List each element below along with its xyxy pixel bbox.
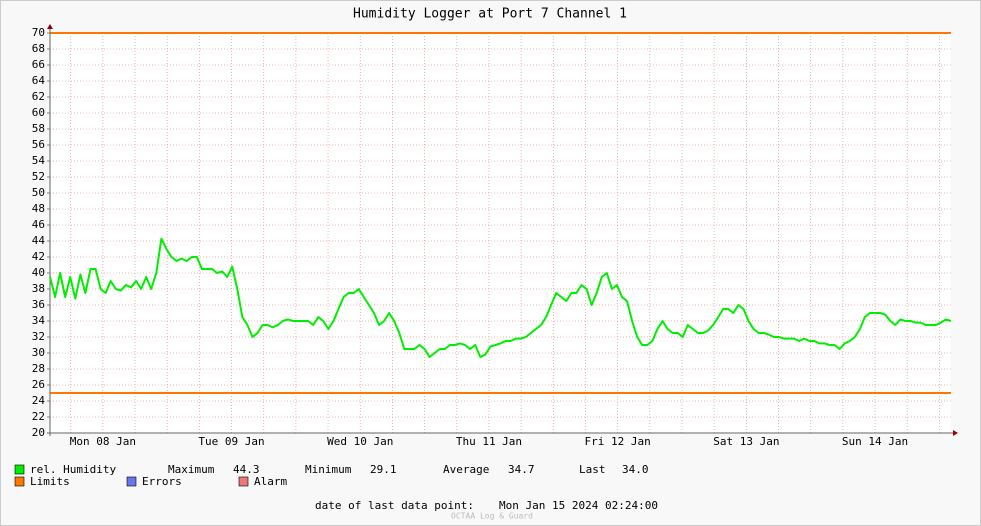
stat-value: 29.1 (370, 463, 397, 476)
y-tick-label: 68 (32, 42, 45, 55)
stat-value: 44.3 (233, 463, 260, 476)
x-axis-arrow (953, 430, 958, 436)
footer-label: date of last data point: (315, 499, 474, 512)
y-tick-label: 56 (32, 138, 45, 151)
legend-swatch (14, 464, 25, 475)
legend-label: Errors (142, 475, 182, 488)
legend-label: Alarm (254, 475, 287, 488)
x-tick-label: Mon 08 Jan (70, 435, 136, 448)
y-tick-label: 38 (32, 282, 45, 295)
y-tick-label: 46 (32, 218, 45, 231)
legend-swatch (14, 476, 25, 487)
x-tick-label: Wed 10 Jan (327, 435, 393, 448)
y-tick-label: 42 (32, 250, 45, 263)
stat-name: Last (579, 463, 606, 476)
y-tick-label: 34 (32, 314, 46, 327)
y-tick-label: 66 (32, 58, 45, 71)
y-tick-label: 24 (32, 394, 46, 407)
stat-value: 34.7 (508, 463, 535, 476)
y-tick-label: 40 (32, 266, 45, 279)
stat-name: Minimum (305, 463, 352, 476)
legend-label: Limits (30, 475, 70, 488)
x-tick-label: Fri 12 Jan (585, 435, 651, 448)
y-tick-label: 62 (32, 90, 45, 103)
y-tick-label: 50 (32, 186, 45, 199)
footer-value: Mon Jan 15 2024 02:24:00 (499, 499, 658, 512)
y-tick-label: 70 (32, 26, 45, 39)
legend-swatch (238, 476, 249, 487)
y-tick-label: 44 (32, 234, 46, 247)
y-tick-label: 30 (32, 346, 45, 359)
x-tick-label: Tue 09 Jan (198, 435, 264, 448)
y-tick-label: 48 (32, 202, 45, 215)
y-tick-label: 32 (32, 330, 45, 343)
y-tick-label: 58 (32, 122, 45, 135)
y-tick-label: 60 (32, 106, 45, 119)
y-axis-arrow (47, 24, 53, 29)
stat-value: 34.0 (622, 463, 649, 476)
credit: OCTAA Log & Guard (451, 512, 533, 521)
y-tick-label: 54 (32, 154, 46, 167)
legend-label: rel. Humidity (30, 463, 116, 476)
x-tick-label: Thu 11 Jan (456, 435, 522, 448)
plot-area (50, 33, 951, 433)
x-tick-label: Sun 14 Jan (842, 435, 908, 448)
stat-name: Average (443, 463, 489, 476)
x-tick-label: Sat 13 Jan (713, 435, 779, 448)
y-tick-label: 36 (32, 298, 45, 311)
stat-name: Maximum (168, 463, 215, 476)
legend-swatch (126, 476, 137, 487)
chart-title: Humidity Logger at Port 7 Channel 1 (353, 7, 627, 22)
y-tick-label: 22 (32, 410, 45, 423)
y-tick-label: 20 (32, 426, 45, 439)
data-line (49, 237, 952, 358)
y-tick-label: 64 (32, 74, 46, 87)
y-tick-label: 26 (32, 378, 45, 391)
y-tick-label: 52 (32, 170, 45, 183)
y-tick-label: 28 (32, 362, 45, 375)
